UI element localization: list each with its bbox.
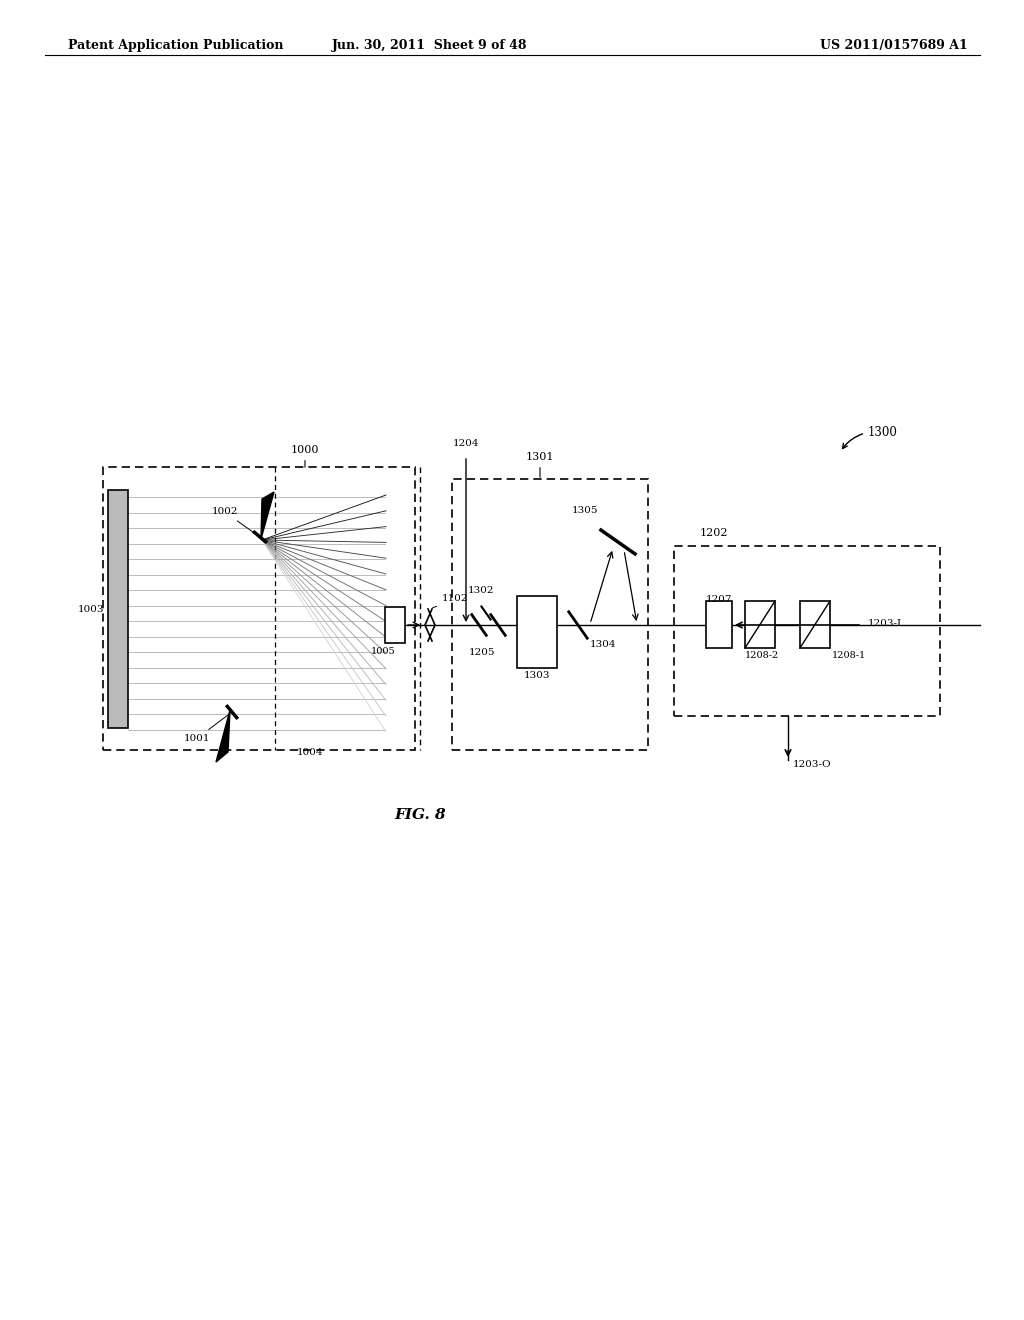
Text: 1001: 1001 bbox=[183, 714, 229, 743]
Text: 1205: 1205 bbox=[469, 648, 496, 657]
Text: 1202: 1202 bbox=[700, 528, 728, 539]
Text: 1004: 1004 bbox=[297, 748, 324, 756]
Text: 1303: 1303 bbox=[523, 671, 550, 680]
Text: 1301: 1301 bbox=[525, 451, 554, 478]
Text: Patent Application Publication: Patent Application Publication bbox=[68, 38, 284, 51]
Text: 1208-2: 1208-2 bbox=[745, 651, 779, 660]
Text: 1102: 1102 bbox=[432, 594, 469, 609]
Text: 1002: 1002 bbox=[212, 507, 258, 536]
Polygon shape bbox=[216, 710, 230, 762]
Text: 1204: 1204 bbox=[453, 440, 479, 447]
Text: 1003: 1003 bbox=[78, 605, 104, 614]
Text: US 2011/0157689 A1: US 2011/0157689 A1 bbox=[820, 38, 968, 51]
Text: 1208-1: 1208-1 bbox=[831, 651, 866, 660]
Text: 1305: 1305 bbox=[571, 506, 598, 515]
Bar bbox=[517, 597, 557, 668]
Text: 1000: 1000 bbox=[291, 445, 319, 467]
Bar bbox=[745, 601, 775, 648]
Text: 1207: 1207 bbox=[706, 595, 732, 605]
Bar bbox=[800, 601, 830, 648]
Text: 1203-I: 1203-I bbox=[868, 619, 902, 627]
Text: FIG. 8: FIG. 8 bbox=[394, 808, 445, 822]
Text: 1304: 1304 bbox=[590, 640, 616, 649]
Text: Jun. 30, 2011  Sheet 9 of 48: Jun. 30, 2011 Sheet 9 of 48 bbox=[332, 38, 527, 51]
Bar bbox=[706, 601, 732, 648]
Text: 1203-O: 1203-O bbox=[793, 760, 831, 770]
Bar bbox=[108, 490, 128, 729]
Polygon shape bbox=[261, 492, 274, 539]
Text: 1300: 1300 bbox=[843, 425, 898, 449]
Text: 1005: 1005 bbox=[371, 647, 395, 656]
Text: 1302: 1302 bbox=[468, 586, 494, 595]
Bar bbox=[385, 607, 406, 643]
